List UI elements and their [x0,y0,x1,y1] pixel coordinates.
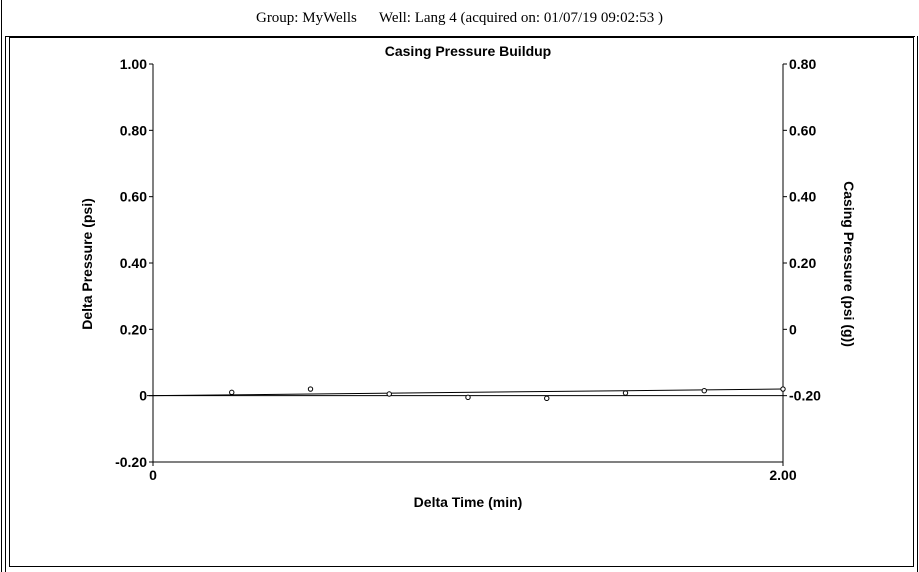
header-divider [5,36,915,37]
y2-tick-label: 0.60 [789,122,816,138]
x-axis-label: Delta Time (min) [414,494,523,510]
data-point [780,386,786,392]
y-tick-label: 1.00 [120,56,147,72]
data-point [701,387,707,394]
group-label: Group: MyWells [255,10,357,26]
y2-tick-label: 0.40 [789,189,816,205]
trend-line [152,388,784,397]
y-tick-label: 0.60 [120,189,147,205]
data-point [307,386,314,392]
y-tick-label: 0 [139,388,147,404]
data-point [544,395,550,402]
y2-tick-label: -0.20 [789,388,821,404]
y2-tick-label: 0.20 [789,255,816,271]
y-tick-label: 0.20 [120,321,147,337]
data-point [386,391,392,397]
y-tick-label: 0.40 [120,255,147,271]
y-tick-label: -0.20 [115,454,147,470]
data-point [229,389,235,396]
panel-right-border [917,36,918,572]
data-point [465,394,471,401]
window-left-border [1,0,2,572]
y2-axis-label: Casing Pressure (psi (g)) [841,181,857,347]
chart-frame [9,37,914,567]
y-tick-label: 0.80 [120,122,147,138]
y2-tick-label: 0 [789,321,797,337]
chart-title: Casing Pressure Buildup [385,43,551,59]
x-tick-label: 0 [149,467,157,483]
axes [149,63,787,466]
well-label: Well: Lang 4 (acquired on: 01/07/19 09:0… [378,10,664,26]
data-marks [147,386,786,402]
tick-labels: 1.000.800.600.400.200-0.200.800.600.400.… [115,56,821,483]
panel-left-border [5,36,6,572]
x-tick-label: 2.00 [769,467,796,483]
data-point [622,390,629,396]
y2-tick-label: 0.80 [789,56,816,72]
header: Group: MyWells Well: Lang 4 (acquired on:… [0,10,919,27]
y-axis-label: Delta Pressure (psi) [79,198,95,330]
